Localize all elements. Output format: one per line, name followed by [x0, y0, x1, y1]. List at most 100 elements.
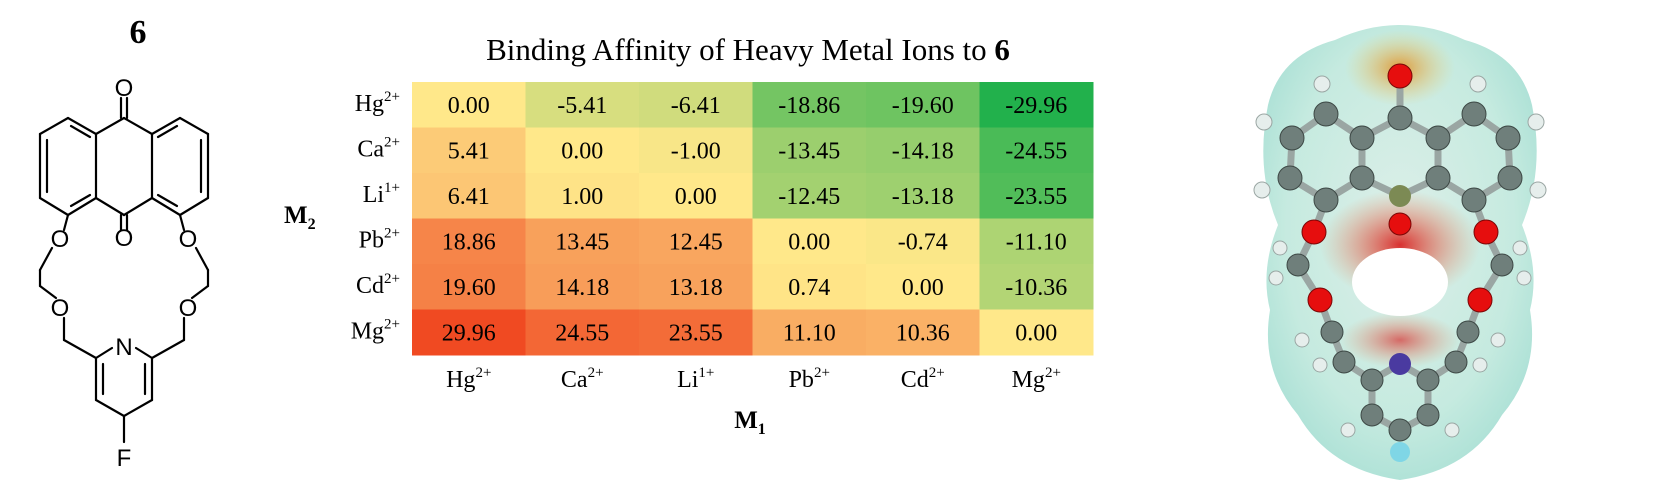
binding-affinity-heatmap: Binding Affinity of Heavy Metal Ions to …: [284, 32, 1094, 438]
heatmap-value-label: 29.96: [442, 320, 496, 346]
heatmap-value-label: -12.45: [778, 184, 840, 210]
x-tick-label: Hg2+: [446, 365, 491, 393]
heatmap-cell: [866, 127, 980, 174]
heatmap-value-label: -6.41: [671, 93, 721, 119]
heatmap-value-label: 0.00: [1015, 320, 1057, 346]
heatmap-cell: [979, 264, 1094, 310]
heatmap-cell: [412, 82, 526, 128]
y-tick-label: Cd2+: [356, 271, 400, 299]
heatmap-cell: [639, 82, 753, 128]
heatmap-cell: [525, 82, 640, 128]
pyridine-nitrogen: N: [115, 334, 132, 361]
heatmap-cell: [866, 264, 980, 310]
heatmap-cell: [979, 309, 1094, 356]
heatmap-cell: [866, 82, 980, 128]
heatmap-value-label: -29.96: [1005, 93, 1067, 119]
heatmap-value-label: -13.45: [778, 138, 840, 164]
heatmap-cell: [412, 218, 526, 265]
heatmap-cell: [752, 173, 867, 219]
heatmap-cell: [412, 173, 526, 219]
carbonyl-oxygen-top: O: [115, 75, 134, 102]
heatmap-value-label: -0.74: [898, 229, 948, 255]
heatmap-value-label: 0.00: [561, 138, 603, 164]
heatmap-value-label: 6.41: [448, 184, 490, 210]
heatmap-cell: [866, 173, 980, 219]
heatmap-value-label: -19.60: [892, 93, 954, 119]
heatmap-value-label: 11.10: [783, 320, 836, 346]
heatmap-cell: [979, 127, 1094, 174]
heatmap-value-label: -10.36: [1005, 275, 1067, 301]
heatmap-cell: [752, 309, 867, 356]
y-axis-tick-labels: Hg2+ Ca2+ Li1+ Pb2+ Cd2+ Mg2+: [351, 89, 400, 345]
heatmap-value-label: -18.86: [778, 93, 840, 119]
x-tick-label: Cd2+: [901, 365, 945, 393]
heatmap-cell: [525, 173, 640, 219]
heatmap-value-label: 14.18: [555, 275, 609, 301]
heatmap-cell: [412, 264, 526, 310]
heatmap-cell: [639, 218, 753, 265]
fluorine-atom: F: [117, 445, 132, 472]
heatmap-cell: [525, 218, 640, 265]
heatmap-cells: [412, 82, 1094, 356]
heatmap-value-label: -14.18: [892, 138, 954, 164]
heatmap-value-label: 0.00: [902, 275, 944, 301]
electrostatic-potential-model: [1253, 25, 1547, 480]
heatmap-cell: [866, 309, 980, 356]
heatmap-cell: [639, 264, 753, 310]
y-tick-label: Hg2+: [355, 89, 400, 117]
heatmap-value-label: -11.10: [1006, 229, 1067, 255]
heatmap-cell: [639, 173, 753, 219]
ether-oxygen-left-upper: O: [51, 226, 70, 253]
heatmap-value-label: -5.41: [557, 93, 607, 119]
heatmap-cell: [525, 127, 640, 174]
heatmap-cell: [752, 218, 867, 265]
heatmap-cell: [979, 173, 1094, 219]
y-tick-label: Mg2+: [351, 316, 400, 344]
x-tick-label: Ca2+: [561, 365, 604, 393]
heatmap-cell: [639, 309, 753, 356]
heatmap-cell: [979, 82, 1094, 128]
carbonyl-oxygen-bottom: O: [115, 225, 134, 252]
ether-oxygen-right-lower: O: [179, 295, 198, 322]
heatmap-cell: [525, 264, 640, 310]
heatmap-value-label: -1.00: [671, 138, 721, 164]
y-tick-label: Ca2+: [357, 134, 400, 162]
heatmap-cell: [412, 127, 526, 174]
heatmap-value-label: 5.41: [448, 138, 490, 164]
y-tick-label: Li1+: [363, 180, 400, 208]
heatmap-cell: [979, 218, 1094, 265]
heatmap-cell: [752, 264, 867, 310]
cavity-hole: [1352, 248, 1448, 316]
x-tick-label: Pb2+: [789, 365, 830, 393]
y-axis-label: M2: [284, 202, 316, 233]
heatmap-value-labels: 0.00 -5.41 -6.41 -18.86 -19.60 -29.96 5.41 0.00…: [442, 93, 1068, 347]
heatmap-cell: [639, 127, 753, 174]
x-axis-label: M1: [734, 407, 766, 438]
x-tick-label: Li1+: [677, 365, 714, 393]
heatmap-value-label: 12.45: [669, 229, 723, 255]
x-axis-tick-labels: Hg2+ Ca2+ Li1+ Pb2+ Cd2+ Mg2+: [446, 365, 1061, 393]
heatmap-value-label: -13.18: [892, 184, 954, 210]
heatmap-value-label: 1.00: [561, 184, 603, 210]
heatmap-value-label: 23.55: [669, 320, 723, 346]
heatmap-value-label: 13.18: [669, 275, 723, 301]
chemical-structure: O O O O O O N F: [38, 75, 210, 472]
heatmap-cell: [412, 309, 526, 356]
y-tick-label: Pb2+: [359, 225, 400, 253]
heatmap-value-label: 24.55: [555, 320, 609, 346]
heatmap-cell: [752, 127, 867, 174]
heatmap-value-label: 0.00: [448, 93, 490, 119]
heatmap-cell: [525, 309, 640, 356]
heatmap-value-label: -24.55: [1005, 138, 1067, 164]
x-tick-label: Mg2+: [1012, 365, 1061, 393]
heatmap-value-label: 0.00: [675, 184, 717, 210]
heatmap-value-label: 18.86: [442, 229, 496, 255]
chart-title: Binding Affinity of Heavy Metal Ions to …: [486, 32, 1010, 67]
heatmap-value-label: 0.74: [788, 275, 830, 301]
heatmap-value-label: 10.36: [896, 320, 950, 346]
heatmap-value-label: 19.60: [442, 275, 496, 301]
heatmap-value-label: 13.45: [555, 229, 609, 255]
heatmap-value-label: -23.55: [1005, 184, 1067, 210]
heatmap-value-label: 0.00: [788, 229, 830, 255]
heatmap-cell: [866, 218, 980, 265]
